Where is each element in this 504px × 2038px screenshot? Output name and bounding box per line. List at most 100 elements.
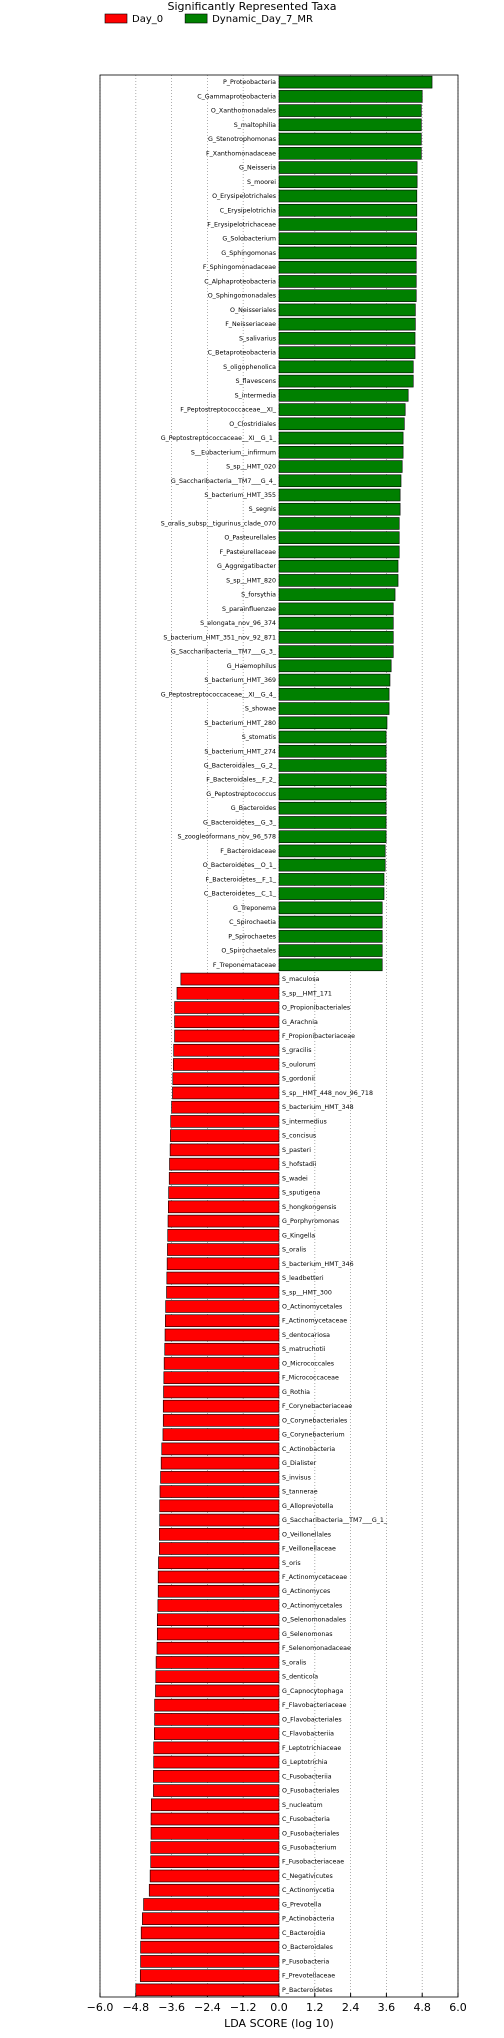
bar-label: C_Fusobacteria bbox=[282, 1816, 330, 1823]
bar bbox=[278, 203, 418, 217]
bar-label: P_Actinobacteria bbox=[282, 1916, 335, 1923]
bar bbox=[278, 787, 387, 801]
bar bbox=[173, 1058, 280, 1071]
bar-label: S__Eubacterium__infirmum bbox=[191, 449, 276, 456]
bar-label: F_Propionibacteriaceae bbox=[282, 1033, 355, 1040]
bar bbox=[278, 360, 414, 374]
bar bbox=[169, 1143, 280, 1157]
bar-label: S_leadbetteri bbox=[282, 1275, 324, 1282]
bar-label: S_oulorum bbox=[282, 1061, 315, 1068]
bar bbox=[278, 716, 388, 730]
bar-label: C_Erysipelotrichia bbox=[220, 207, 276, 214]
bar-label: G_Bacteroidetes__G_3_ bbox=[203, 819, 277, 826]
bar bbox=[167, 1229, 280, 1242]
bar-label: O_Fusobacteriales bbox=[282, 1788, 339, 1795]
bar-label: O_Xanthomonadales bbox=[211, 108, 276, 115]
bar bbox=[135, 1983, 280, 1997]
bar bbox=[174, 1015, 280, 1029]
bar bbox=[278, 517, 400, 530]
bar-label: G_Peptostreptococcus bbox=[206, 791, 276, 798]
bar bbox=[278, 132, 422, 146]
plot-frame bbox=[99, 74, 459, 1998]
bar-label: O_Bacteroidales bbox=[282, 1944, 333, 1951]
bar bbox=[278, 602, 394, 616]
legend-swatch bbox=[104, 13, 128, 24]
bar bbox=[166, 1285, 280, 1299]
bar-label: S_parainfluenzae bbox=[222, 606, 276, 613]
bar bbox=[164, 1342, 280, 1356]
bar bbox=[278, 303, 416, 317]
bar-label: S_oris bbox=[282, 1560, 301, 1567]
bar-label: F_Actinomycetaceae bbox=[282, 1318, 347, 1325]
bar bbox=[156, 1613, 280, 1626]
bar-label: G_Bacteroides bbox=[231, 805, 276, 812]
bar-label: S_maculosa bbox=[282, 976, 319, 983]
bar bbox=[153, 1770, 280, 1783]
bar bbox=[278, 816, 387, 829]
bar bbox=[172, 1086, 280, 1100]
bar-label: G_Kingella bbox=[282, 1232, 315, 1239]
bar bbox=[163, 1357, 280, 1370]
bar-label: S_oligophenolica bbox=[223, 364, 276, 371]
bar-label: P_Fusobacteria bbox=[282, 1958, 329, 1965]
bar-label: S_showae bbox=[245, 706, 276, 713]
bar-label: G_Sphingomonas bbox=[221, 250, 276, 257]
bar bbox=[278, 659, 392, 673]
bar-label: F_Bacteroidaceae bbox=[220, 848, 276, 855]
bar bbox=[140, 1926, 280, 1940]
bar bbox=[278, 389, 409, 402]
bar-label: S_segnis bbox=[249, 506, 276, 513]
bar bbox=[278, 502, 401, 516]
bar-label: S_sp__HMT_020 bbox=[226, 464, 276, 471]
bar bbox=[278, 559, 399, 573]
bar bbox=[278, 374, 414, 388]
bar-label: S_elongata_nov_96_374 bbox=[200, 620, 276, 627]
bar-label: S_zoogleoformans_nov_96_578 bbox=[178, 834, 277, 841]
bar-label: G_Peptostreptococcaceae__XI__G_1_ bbox=[161, 435, 277, 442]
bar-label: S_concisus bbox=[282, 1133, 316, 1140]
legend-swatch bbox=[184, 13, 208, 24]
bar-label: G_Haemophilus bbox=[227, 663, 276, 670]
bar bbox=[150, 1841, 280, 1854]
bar-label: G_Corynebacterium bbox=[282, 1432, 345, 1439]
bar-label: F_Micrococcaceae bbox=[282, 1375, 339, 1382]
bar-label: S_gracilis bbox=[282, 1047, 312, 1054]
bar-label: S_pasteri bbox=[282, 1147, 311, 1154]
x-tick-label: 3.6 bbox=[378, 2001, 396, 2014]
bar-label: C_Actinobacteria bbox=[282, 1446, 335, 1453]
bar bbox=[161, 1442, 280, 1456]
bar-label: S_flavescens bbox=[236, 378, 276, 385]
bar bbox=[166, 1271, 280, 1285]
bar-label: F_Xanthomonadaceae bbox=[206, 150, 276, 157]
bar-label: S_gordonii bbox=[282, 1076, 315, 1083]
bar bbox=[156, 1627, 280, 1641]
bar bbox=[156, 1641, 280, 1655]
bar bbox=[159, 1513, 280, 1527]
bar bbox=[278, 901, 383, 915]
bar bbox=[278, 830, 387, 843]
bar-label: O_Fusobacteriales bbox=[282, 1830, 339, 1837]
bar-label: P_Bacteroidetes bbox=[282, 1987, 332, 1994]
bar-label: S_sp__HMT_820 bbox=[226, 577, 276, 584]
bar bbox=[278, 75, 433, 89]
bar-label: G_Treponema bbox=[233, 905, 276, 912]
bar-label: O_Pasteurellales bbox=[224, 535, 276, 542]
bar-label: S_oralis_subsp__tigurinus_clade_070 bbox=[161, 520, 276, 527]
bar bbox=[278, 232, 417, 246]
bar-label: O_Selenomonadales bbox=[282, 1617, 346, 1624]
bar bbox=[150, 1855, 280, 1869]
bar-label: S_bacterium_HMT_351_nov_92_871 bbox=[163, 634, 276, 641]
bar-label: O_Actinomycetales bbox=[282, 1602, 342, 1609]
bar bbox=[278, 104, 422, 117]
bar-label: S_intermedius bbox=[282, 1118, 327, 1125]
bar-label: S_wadei bbox=[282, 1175, 308, 1182]
bar bbox=[154, 1698, 280, 1712]
bar bbox=[278, 930, 383, 943]
bar bbox=[278, 431, 404, 445]
bar-label: O_Erysipelotrichales bbox=[212, 193, 276, 200]
legend-label: Day_0 bbox=[132, 14, 163, 25]
bar-label: F_Erysipelotrichaceae bbox=[207, 221, 276, 228]
bar-label: C_Actinomycetia bbox=[282, 1887, 335, 1894]
bar bbox=[278, 915, 383, 929]
bar-label: S_stomatis bbox=[242, 734, 276, 741]
